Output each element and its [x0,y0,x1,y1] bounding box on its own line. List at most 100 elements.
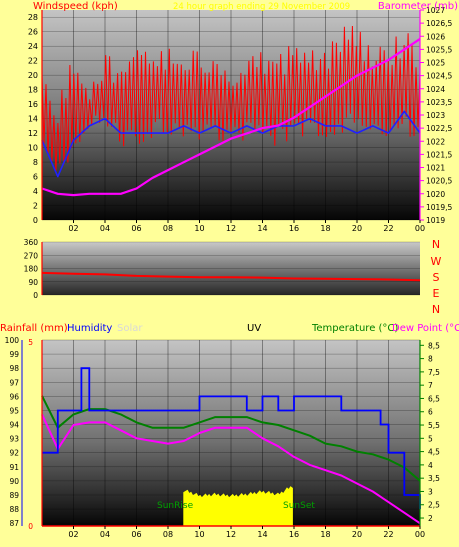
temperature-tick-label: 4,5 [428,448,440,457]
humidity-tick-label: 87 [9,519,19,528]
rainfall-axis-label: Rainfall (mm) [0,323,68,334]
top-x-tick-label: 14 [257,224,267,233]
direction-letter-n-bottom: N [432,303,440,316]
barometer-tick-label: 1023 [426,111,445,120]
windspeed-tick-label: 8 [33,158,38,167]
windspeed-tick-label: 6 [33,173,38,182]
dewpoint-line [41,413,421,525]
direction-tick-label: 90 [28,278,38,287]
uv-axis-label: UV [247,323,261,334]
temperature-tick-label: 7 [428,381,433,390]
sunrise-label: SunRise [157,501,194,511]
barometer-tick-label: 1027 [426,6,445,15]
bottom-x-tick-label: 00 [415,530,425,539]
bottom-x-tick-label: 14 [257,530,267,539]
humidity-tick-label: 91 [9,463,19,472]
humidity-tick-label: 89 [9,491,19,500]
barometer-axis-label: Barometer (mb) [378,1,458,12]
top-x-tick-label: 04 [100,224,110,233]
sunset-label: SunSet [283,501,315,511]
bottom-x-tick-label: 16 [289,530,299,539]
windspeed-tick-label: 28 [28,13,38,22]
humidity-tick-label: 99 [9,350,19,359]
bottom-x-tick-label: 10 [194,530,204,539]
humidity-tick-label: 94 [9,421,19,430]
wind-direction-line [41,271,421,282]
barometer-tick-label: 1024 [426,85,445,94]
barometer-tick-label: 1020,5 [426,177,452,186]
top-x-tick-label: 22 [383,224,393,233]
temperature-tick-label: 8 [428,355,433,364]
bottom-x-tick-label: 08 [163,530,173,539]
bottom-x-tick-label: 18 [320,530,330,539]
top-x-tick-label: 00 [415,224,425,233]
barometer-tick-label: 1025 [426,59,445,68]
humidity-axis-label: Humidity [67,323,112,334]
direction-letter-n-top: N [432,238,440,251]
temperature-tick-label: 5,5 [428,421,440,430]
top-x-tick-label: 10 [194,224,204,233]
windspeed-tick-label: 18 [28,86,38,95]
humidity-tick-label: 95 [9,406,19,415]
windspeed-line [41,25,421,172]
windspeed-tick-label: 2 [33,202,38,211]
temperature-tick-label: 8,5 [428,341,440,350]
direction-letter-e: E [433,287,440,300]
bottom-x-tick-label: 06 [131,530,141,539]
top-chart-title: 24 hour graph ending 29 November 2009 [173,2,350,12]
direction-letter-w: W [431,255,442,268]
bottom-x-tick-label: 22 [383,530,393,539]
barometer-tick-label: 1026,5 [426,19,452,28]
barometer-tick-label: 1023,5 [426,98,452,107]
direction-letter-s: S [433,271,440,284]
temperature-line [41,395,421,482]
humidity-tick-label: 92 [9,449,19,458]
barometer-tick-label: 1022 [426,137,445,146]
rainfall-tick-label: 5 [28,338,33,347]
windspeed-tick-label: 0 [33,216,38,225]
barometer-tick-label: 1022,5 [426,124,452,133]
mid-panel-plot-area [42,242,420,295]
barometer-tick-label: 1019 [426,216,445,225]
temperature-tick-label: 3,5 [428,474,440,483]
dewpoint-axis-label: Dew Point (°C) [392,323,459,334]
humidity-tick-label: 88 [9,505,19,514]
top-x-tick-label: 12 [226,224,236,233]
windspeed-tick-label: 4 [33,187,38,196]
humidity-tick-label: 90 [9,477,19,486]
temperature-tick-label: 5 [428,434,433,443]
direction-tick-label: 270 [24,251,39,260]
windspeed-tick-label: 24 [28,42,38,51]
solar-area [183,486,293,527]
humidity-line [42,367,421,510]
bottom-x-tick-label: 12 [226,530,236,539]
top-x-tick-label: 06 [131,224,141,233]
humidity-tick-label: 93 [9,435,19,444]
barometer-tick-label: 1019,5 [426,203,452,212]
direction-tick-label: 0 [33,291,38,300]
windspeed-tick-label: 20 [28,71,38,80]
humidity-tick-label: 100 [5,336,20,345]
windspeed-tick-label: 16 [28,100,38,109]
direction-tick-label: 180 [24,265,39,274]
temperature-tick-label: 2,5 [428,501,440,510]
barometer-tick-label: 1021,5 [426,150,452,159]
top-x-tick-label: 18 [320,224,330,233]
temperature-tick-label: 6 [428,408,433,417]
windspeed-tick-label: 10 [28,144,38,153]
windspeed-tick-label: 12 [28,129,38,138]
barometer-tick-label: 1021 [426,164,445,173]
humidity-tick-label: 98 [9,364,19,373]
temperature-tick-label: 4 [428,461,433,470]
axes-layer: 024681012141618202224262810191019,510201… [5,6,453,539]
direction-tick-label: 360 [24,238,39,247]
average-wind-line [41,110,421,178]
solar-axis-label: Solar [117,323,143,334]
temperature-tick-label: 3 [428,487,433,496]
windspeed-axis-label: Windspeed (kph) [33,1,118,12]
barometer-tick-label: 1026 [426,32,445,41]
windspeed-tick-label: 22 [28,57,38,66]
top-x-tick-label: 08 [163,224,173,233]
humidity-tick-label: 96 [9,392,19,401]
